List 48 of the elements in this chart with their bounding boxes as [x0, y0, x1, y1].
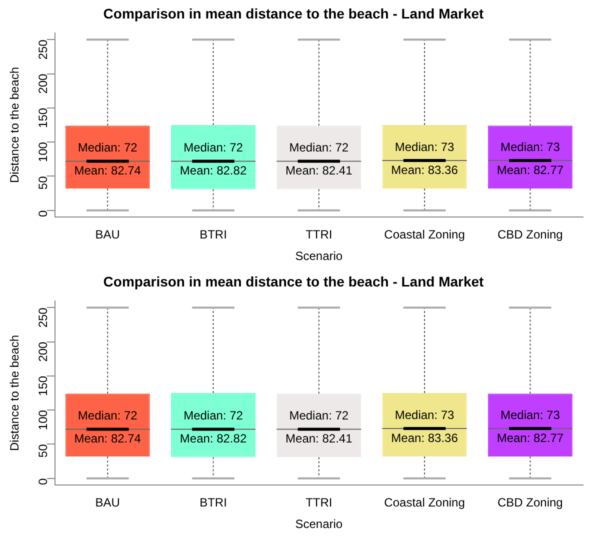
y-tick-label: 0 — [36, 478, 50, 486]
x-tick-label: Coastal Zoning — [384, 496, 465, 510]
chart-title: Comparison in mean distance to the beach - Land Market — [103, 273, 484, 290]
chart-title: Comparison in mean distance to the beach - Land Market — [103, 5, 484, 22]
annotation: Median: 72 — [289, 408, 349, 423]
x-tick-label: BTRI — [200, 228, 227, 242]
x-tick-label: CBD Zoning — [497, 496, 563, 510]
y-tick-label: 250 — [36, 39, 50, 60]
annotation: Median: 73 — [394, 408, 455, 422]
y-tick-label: 100 — [36, 410, 50, 430]
y-tick-label: 100 — [36, 142, 50, 162]
annotation: Mean: 83.36 — [391, 430, 458, 445]
annotation: Mean: 82.41 — [286, 432, 353, 446]
annotation: Median: 72 — [78, 140, 138, 155]
y-tick-label: 150 — [36, 108, 50, 128]
annotation: Median: 72 — [184, 408, 244, 423]
annotation: Mean: 82.74 — [74, 164, 142, 178]
x-tick-label: Coastal Zoning — [384, 228, 465, 242]
x-axis-title: Scenario — [295, 249, 343, 264]
annotation: Mean: 82.82 — [180, 164, 247, 178]
annotation: Mean: 82.41 — [286, 164, 353, 178]
y-tick-label: 50 — [36, 176, 50, 190]
y-tick-label: 250 — [36, 307, 50, 328]
annotation: Mean: 82.74 — [74, 432, 142, 446]
annotation: Mean: 83.36 — [391, 162, 458, 177]
y-tick-label: 0 — [36, 210, 50, 218]
x-tick-label: TTRI — [306, 496, 332, 510]
x-tick-label: CBD Zoning — [497, 228, 563, 242]
annotation: Median: 73 — [394, 140, 455, 154]
annotation: Mean: 82.77 — [496, 430, 564, 445]
annotation: Median: 72 — [289, 140, 349, 155]
y-tick-label: 200 — [36, 73, 50, 94]
y-tick-label: 150 — [36, 376, 50, 396]
annotation: Median: 73 — [500, 408, 560, 422]
annotation: Median: 72 — [78, 408, 138, 423]
x-tick-label: BAU — [95, 496, 120, 510]
x-tick-label: BAU — [95, 228, 120, 242]
annotation: Mean: 82.77 — [496, 162, 564, 177]
annotation: Median: 72 — [184, 140, 244, 155]
x-tick-label: TTRI — [306, 228, 332, 242]
y-tick-label: 200 — [36, 341, 50, 362]
y-axis-title: Distance to the beach — [8, 66, 22, 184]
x-axis-title: Scenario — [295, 517, 343, 532]
annotation: Median: 73 — [500, 140, 560, 154]
annotation: Mean: 82.82 — [180, 432, 247, 446]
y-axis-title: Distance to the beach — [8, 334, 22, 452]
y-tick-label: 50 — [36, 444, 50, 458]
x-tick-label: BTRI — [200, 496, 227, 510]
